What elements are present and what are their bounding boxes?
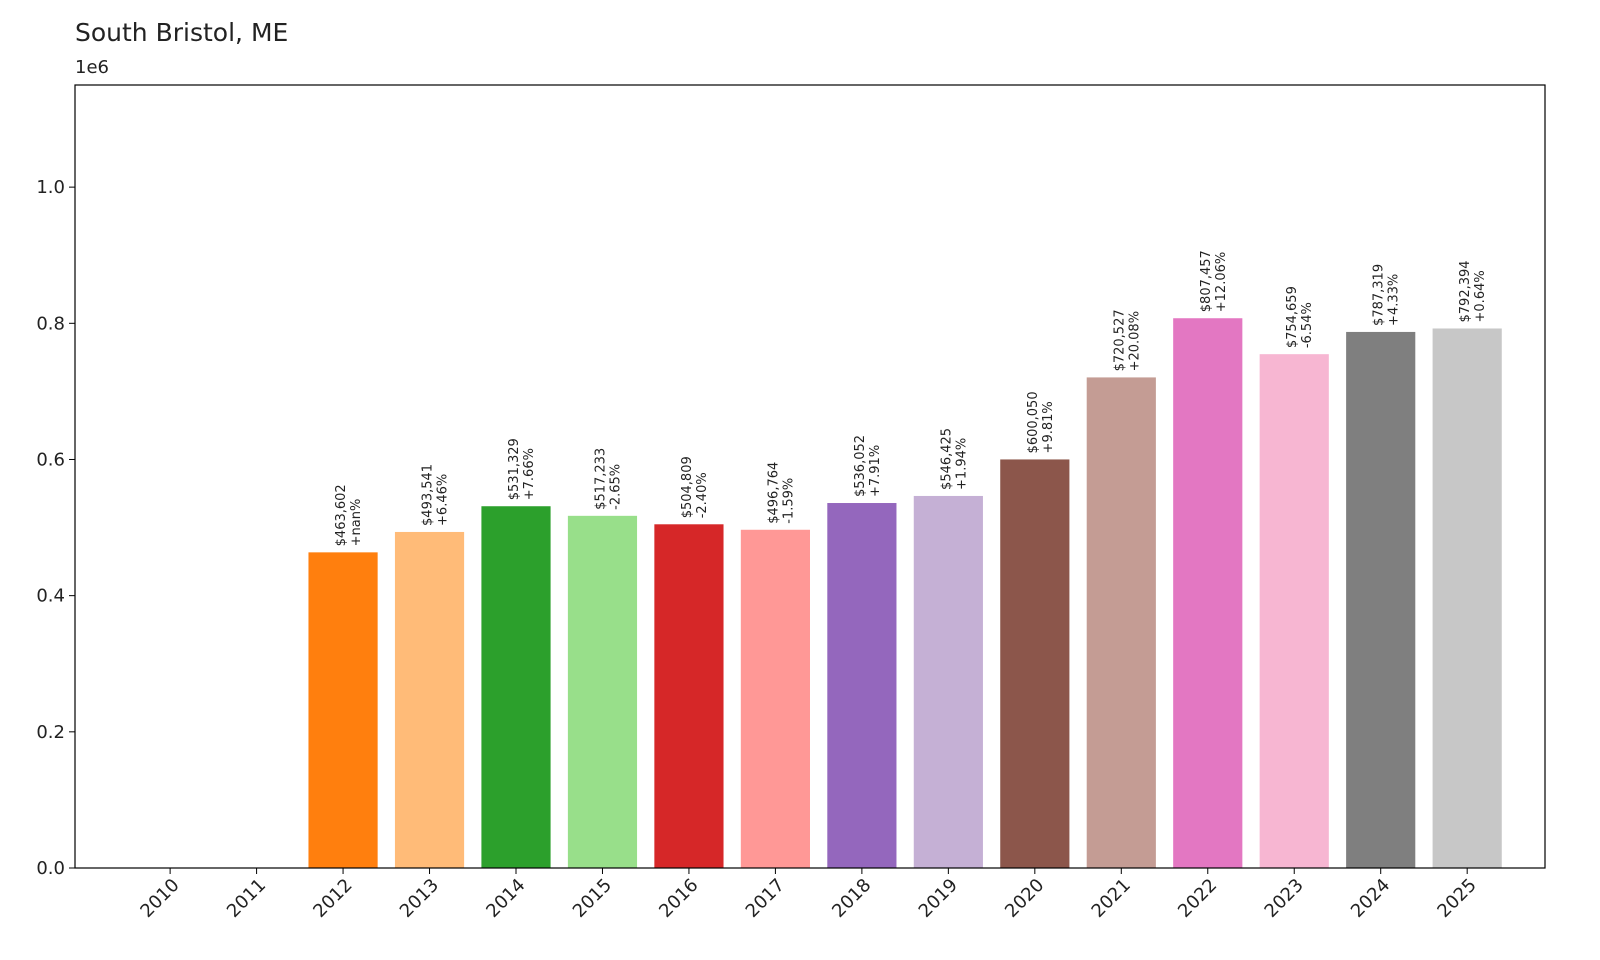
- y-tick-label-0: 0.0: [36, 858, 65, 879]
- x-tick-label-2015: 2015: [569, 875, 616, 922]
- bar-value-2023: $754,659: [1285, 286, 1300, 348]
- bar-value-label-2020: $600,050+9.81%: [1026, 391, 1056, 453]
- bar-change-2020: +9.81%: [1041, 401, 1056, 453]
- bar-2018: [827, 503, 897, 868]
- bar-2024: [1346, 331, 1416, 868]
- bar-value-2022: $807,457: [1199, 250, 1214, 312]
- bar-2015: [567, 515, 638, 868]
- x-axis: 2010 2011 2012 2013 2014 2015 2016 2017 2018 2019…: [136, 868, 1481, 922]
- x-tick-label-2010: 2010: [136, 875, 183, 922]
- bar-value-label-2019: $546,425+1.94%: [939, 428, 969, 490]
- x-tick-label-2012: 2012: [309, 875, 356, 922]
- bar-value-2020: $600,050: [1026, 391, 1041, 453]
- bar-change-2017: -1.59%: [781, 478, 796, 524]
- bar-value-label-2013: $493,541+6.46%: [421, 464, 451, 526]
- bar-2017: [740, 529, 810, 868]
- bar-labels-layer: $463,602+nan% $493,541+6.46% $531,329+7.66…: [334, 250, 1488, 546]
- x-tick-label-2011: 2011: [223, 875, 270, 922]
- bar-2022: [1173, 318, 1243, 868]
- bar-value-2025: $792,394: [1458, 260, 1473, 322]
- y-tick-label-2: 0.4: [36, 586, 65, 607]
- y-tick-label-3: 0.6: [36, 449, 65, 470]
- x-tick-label-2016: 2016: [655, 875, 702, 922]
- bar-2019: [913, 495, 983, 868]
- y-axis-offset-label: 1e6: [75, 57, 109, 78]
- y-tick-label-1: 0.2: [36, 722, 65, 743]
- bar-value-label-2018: $536,052+7.91%: [853, 435, 883, 497]
- bar-value-label-2022: $807,457+12.06%: [1199, 250, 1229, 312]
- x-tick-label-2018: 2018: [828, 875, 875, 922]
- chart-title: South Bristol, ME: [75, 18, 289, 47]
- bar-value-2018: $536,052: [853, 435, 868, 497]
- x-tick-label-2013: 2013: [396, 875, 443, 922]
- bar-2025: [1432, 328, 1502, 868]
- bar-change-2019: +1.94%: [954, 438, 969, 490]
- bar-change-2025: +0.64%: [1473, 270, 1488, 322]
- y-axis: 0.0 0.2 0.4 0.6 0.8 1.0: [36, 177, 75, 879]
- x-tick-label-2019: 2019: [915, 875, 962, 922]
- bar-change-2023: -6.54%: [1300, 302, 1315, 348]
- bar-value-2019: $546,425: [939, 428, 954, 490]
- bar-change-2021: +20.08%: [1127, 311, 1142, 371]
- bar-value-2016: $504,809: [680, 456, 695, 518]
- bar-value-2017: $496,764: [766, 462, 781, 524]
- y-tick-label-5: 1.0: [36, 177, 65, 198]
- bar-change-2022: +12.06%: [1214, 252, 1229, 312]
- y-tick-label-4: 0.8: [36, 313, 65, 334]
- x-tick-label-2014: 2014: [482, 875, 529, 922]
- bar-2012: [308, 552, 378, 868]
- x-tick-label-2017: 2017: [742, 875, 789, 922]
- bar-value-label-2025: $792,394+0.64%: [1458, 260, 1488, 322]
- bar-value-2012: $463,602: [334, 484, 349, 546]
- x-tick-label-2021: 2021: [1088, 875, 1135, 922]
- bar-value-2024: $787,319: [1372, 264, 1387, 326]
- x-tick-label-2025: 2025: [1433, 875, 1480, 922]
- plot-frame: [74, 84, 1546, 869]
- bar-value-label-2016: $504,809-2.40%: [680, 456, 710, 518]
- bar-2023: [1259, 354, 1329, 868]
- bar-value-label-2023: $754,659-6.54%: [1285, 286, 1315, 348]
- bar-value-label-2021: $720,527+20.08%: [1112, 309, 1142, 371]
- bar-change-2018: +7.91%: [868, 445, 883, 497]
- bar-change-2016: -2.40%: [695, 472, 710, 518]
- bar-value-label-2012: $463,602+nan%: [334, 484, 364, 546]
- bar-value-label-2015: $517,233-2.65%: [593, 448, 623, 510]
- bar-2013: [394, 531, 465, 868]
- bar-value-2021: $720,527: [1112, 309, 1127, 371]
- bar-value-label-2024: $787,319+4.33%: [1372, 264, 1402, 326]
- bar-value-2013: $493,541: [421, 464, 436, 526]
- x-tick-label-2022: 2022: [1174, 875, 1221, 922]
- bar-change-2024: +4.33%: [1387, 274, 1402, 326]
- bar-2014: [481, 506, 551, 868]
- bar-value-2015: $517,233: [593, 448, 608, 510]
- bar-value-label-2017: $496,764-1.59%: [766, 462, 796, 524]
- bar-change-2015: -2.65%: [608, 464, 623, 510]
- x-tick-label-2024: 2024: [1347, 875, 1394, 922]
- bar-2016: [654, 524, 724, 868]
- bar-change-2013: +6.46%: [436, 474, 451, 526]
- x-tick-label-2020: 2020: [1001, 875, 1048, 922]
- bar-2020: [1000, 459, 1070, 868]
- bar-2021: [1086, 377, 1156, 868]
- bars-layer: [308, 318, 1502, 868]
- x-tick-label-2023: 2023: [1261, 875, 1308, 922]
- bar-value-label-2014: $531,329+7.66%: [507, 438, 537, 500]
- bar-value-2014: $531,329: [507, 438, 522, 500]
- bar-change-2014: +7.66%: [522, 448, 537, 500]
- bar-change-2012: +nan%: [349, 499, 364, 547]
